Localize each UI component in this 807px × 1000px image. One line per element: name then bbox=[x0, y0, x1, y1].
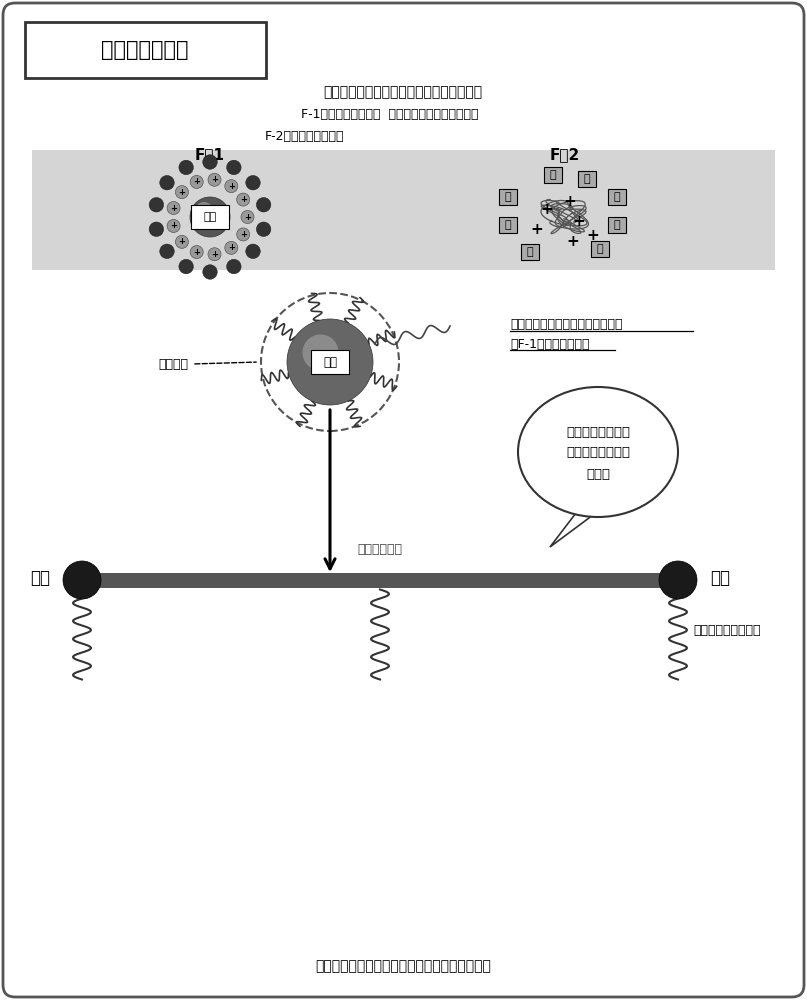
Text: +: + bbox=[228, 243, 235, 252]
Circle shape bbox=[167, 219, 180, 232]
Circle shape bbox=[227, 160, 241, 175]
FancyBboxPatch shape bbox=[25, 22, 266, 78]
Text: +: + bbox=[193, 248, 200, 257]
Text: +: + bbox=[170, 204, 177, 213]
Text: +: + bbox=[193, 177, 200, 186]
FancyBboxPatch shape bbox=[591, 241, 609, 257]
FancyBboxPatch shape bbox=[521, 244, 539, 260]
Circle shape bbox=[208, 173, 221, 186]
Circle shape bbox=[190, 246, 203, 259]
FancyBboxPatch shape bbox=[311, 350, 349, 374]
Text: 目前纳入贵司的电泳涂料有两种不同的液体: 目前纳入贵司的电泳涂料有两种不同的液体 bbox=[324, 85, 483, 99]
Circle shape bbox=[303, 334, 339, 371]
Circle shape bbox=[203, 265, 217, 279]
Text: +: + bbox=[567, 234, 579, 249]
Text: 在四周包裹上紧状物体提高氨基与颜料的附着力: 在四周包裹上紧状物体提高氨基与颜料的附着力 bbox=[315, 959, 491, 973]
Circle shape bbox=[287, 319, 373, 405]
Text: 解于水: 解于水 bbox=[586, 468, 610, 481]
Text: F－2: F－2 bbox=[550, 147, 580, 162]
Text: F-1・・・・补给颜料  分别起到这两种不同的作用: F-1・・・・补给颜料 分别起到这两种不同的作用 bbox=[301, 107, 479, 120]
Circle shape bbox=[149, 222, 164, 236]
Circle shape bbox=[236, 193, 249, 206]
Circle shape bbox=[63, 561, 101, 599]
Text: 与酸中和溶解到水里: 与酸中和溶解到水里 bbox=[693, 624, 760, 637]
Text: +: + bbox=[240, 195, 247, 204]
Circle shape bbox=[190, 197, 230, 237]
Circle shape bbox=[179, 160, 194, 175]
FancyBboxPatch shape bbox=[191, 205, 229, 229]
Text: －: － bbox=[596, 244, 604, 254]
Text: －: － bbox=[550, 170, 556, 180]
Text: +: + bbox=[573, 215, 585, 230]
Text: －: － bbox=[504, 220, 512, 230]
Polygon shape bbox=[550, 513, 593, 547]
Text: －: － bbox=[504, 192, 512, 202]
Bar bbox=[82, 572, 678, 587]
Circle shape bbox=[208, 248, 221, 261]
Circle shape bbox=[175, 235, 188, 248]
Circle shape bbox=[190, 175, 203, 188]
Text: －: － bbox=[527, 247, 533, 257]
Text: +: + bbox=[228, 182, 235, 191]
Text: 氨基: 氨基 bbox=[30, 569, 50, 587]
Circle shape bbox=[167, 202, 180, 215]
Circle shape bbox=[160, 244, 174, 259]
FancyBboxPatch shape bbox=[499, 189, 517, 205]
Text: +: + bbox=[531, 222, 543, 236]
Text: 使F-1的颜料不易沉淀: 使F-1的颜料不易沉淀 bbox=[510, 338, 589, 351]
Text: －: － bbox=[613, 220, 621, 230]
Circle shape bbox=[225, 180, 238, 193]
Circle shape bbox=[203, 155, 217, 169]
Circle shape bbox=[160, 175, 174, 190]
Circle shape bbox=[659, 561, 697, 599]
Text: F-2・・・・补给树脂: F-2・・・・补给树脂 bbox=[266, 129, 345, 142]
Text: +: + bbox=[211, 175, 218, 184]
Text: +: + bbox=[211, 250, 218, 259]
FancyBboxPatch shape bbox=[3, 3, 804, 997]
Circle shape bbox=[246, 175, 260, 190]
Circle shape bbox=[227, 259, 241, 274]
Circle shape bbox=[246, 244, 260, 259]
Text: F－1: F－1 bbox=[195, 147, 225, 162]
Circle shape bbox=[236, 228, 249, 241]
FancyBboxPatch shape bbox=[608, 217, 626, 233]
Text: +: + bbox=[178, 237, 186, 246]
Text: +: + bbox=[178, 188, 186, 197]
Text: +: + bbox=[244, 213, 251, 222]
Text: +: + bbox=[240, 230, 247, 239]
Text: +: + bbox=[587, 228, 600, 242]
Text: 分散树脂: 分散树脂 bbox=[158, 358, 188, 370]
Circle shape bbox=[179, 259, 194, 274]
Text: +: + bbox=[170, 221, 177, 230]
Text: 氨基: 氨基 bbox=[710, 569, 730, 587]
Text: 氨基，使其易于溶: 氨基，使其易于溶 bbox=[566, 446, 630, 458]
Text: 颜料: 颜料 bbox=[203, 212, 216, 222]
FancyBboxPatch shape bbox=[32, 150, 775, 270]
Text: －: － bbox=[613, 192, 621, 202]
FancyBboxPatch shape bbox=[499, 217, 517, 233]
Text: +: + bbox=[563, 194, 576, 210]
Text: +: + bbox=[541, 202, 554, 217]
Circle shape bbox=[175, 186, 188, 199]
Ellipse shape bbox=[518, 387, 678, 517]
Circle shape bbox=[195, 202, 213, 220]
Text: 分散树脂的作用: 分散树脂的作用 bbox=[101, 40, 189, 60]
Circle shape bbox=[149, 198, 164, 212]
Text: 在颜料分子四周包裹上分散树脂，: 在颜料分子四周包裹上分散树脂， bbox=[510, 318, 622, 332]
Circle shape bbox=[257, 198, 271, 212]
Circle shape bbox=[225, 241, 238, 254]
FancyBboxPatch shape bbox=[608, 189, 626, 205]
FancyBboxPatch shape bbox=[544, 167, 562, 183]
Circle shape bbox=[241, 211, 254, 224]
FancyBboxPatch shape bbox=[578, 171, 596, 187]
Text: 颜料: 颜料 bbox=[323, 356, 337, 368]
Text: 在两端末梢附着上: 在两端末梢附着上 bbox=[566, 426, 630, 438]
Text: －: － bbox=[583, 174, 590, 184]
Text: 分散树脂本体: 分散树脂本体 bbox=[358, 543, 403, 556]
Circle shape bbox=[257, 222, 271, 236]
